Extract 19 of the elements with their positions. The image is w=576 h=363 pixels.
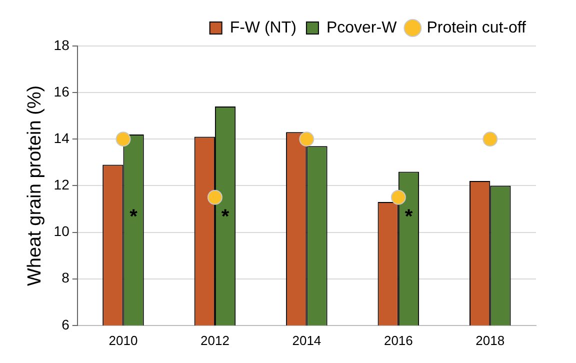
x-tick-label: 2014 [292,332,322,348]
annotation: * [130,206,138,228]
y-tick-label: 18 [54,36,70,53]
x-tick-label: 2016 [384,332,413,348]
y-tick-label: 14 [54,130,70,146]
legend-label: Pcover-W [326,19,398,36]
x-tick-label: 2010 [108,332,138,348]
annotation: * [404,206,413,228]
y-tick-label: 16 [54,83,70,100]
y-tick-label: 6 [62,316,70,332]
legend-label: Protein cut-off [426,19,527,36]
x-tick-label: 2018 [476,332,505,348]
x-tick-label: 2012 [200,332,230,348]
y-tick-label: 10 [54,223,70,240]
y-tick-label: 12 [54,176,70,193]
annotation: * [221,206,230,228]
y-axis-title: Wheat grain protein (%) [24,85,46,286]
y-tick-label: 8 [62,270,70,286]
legend-label: F-W (NT) [230,19,296,36]
